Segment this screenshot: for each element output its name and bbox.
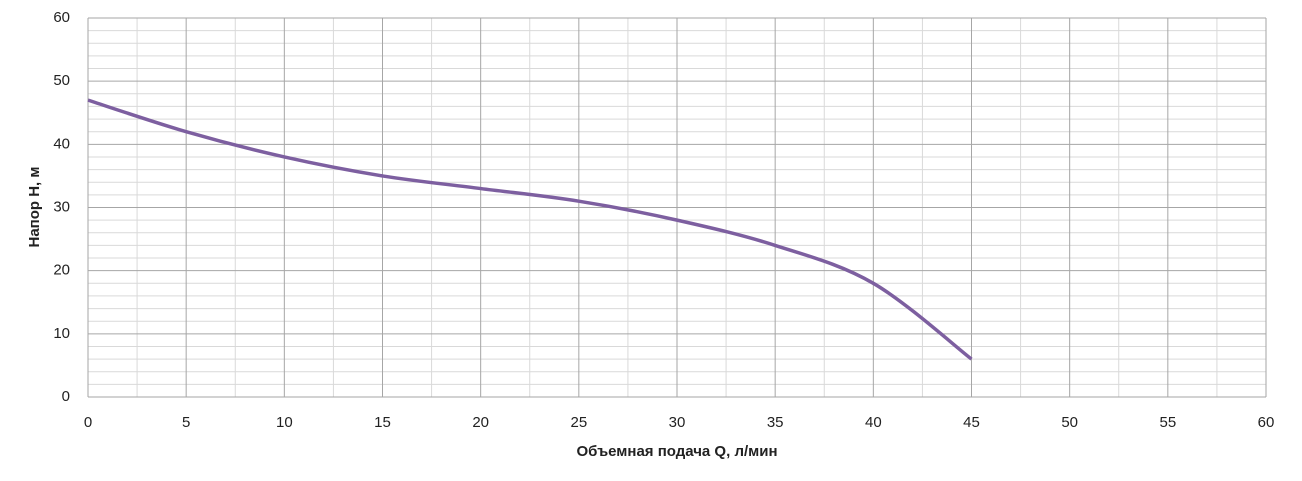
x-tick-label: 15 [374, 414, 391, 431]
x-axis-title: Объемная подача Q, л/мин [576, 443, 777, 460]
x-tick-label: 5 [182, 414, 190, 431]
x-tick-label: 25 [570, 414, 587, 431]
y-tick-label: 0 [62, 388, 70, 405]
y-axis-title: Напор Н, м [26, 167, 43, 248]
x-tick-label: 35 [767, 414, 784, 431]
y-tick-label: 20 [53, 262, 70, 279]
x-tick-label: 30 [669, 414, 686, 431]
y-tick-label: 50 [53, 72, 70, 89]
x-tick-label: 10 [276, 414, 293, 431]
x-tick-label: 45 [963, 414, 980, 431]
x-tick-label: 60 [1258, 414, 1275, 431]
x-tick-label: 50 [1061, 414, 1078, 431]
x-tick-label: 40 [865, 414, 882, 431]
x-tick-label: 55 [1159, 414, 1176, 431]
x-tick-label: 0 [84, 414, 92, 431]
y-tick-label: 40 [53, 135, 70, 152]
y-tick-label: 60 [53, 9, 70, 26]
y-tick-label: 30 [53, 198, 70, 215]
line-series [87, 98, 973, 361]
y-tick-label: 10 [53, 325, 70, 342]
x-tick-label: 20 [472, 414, 489, 431]
